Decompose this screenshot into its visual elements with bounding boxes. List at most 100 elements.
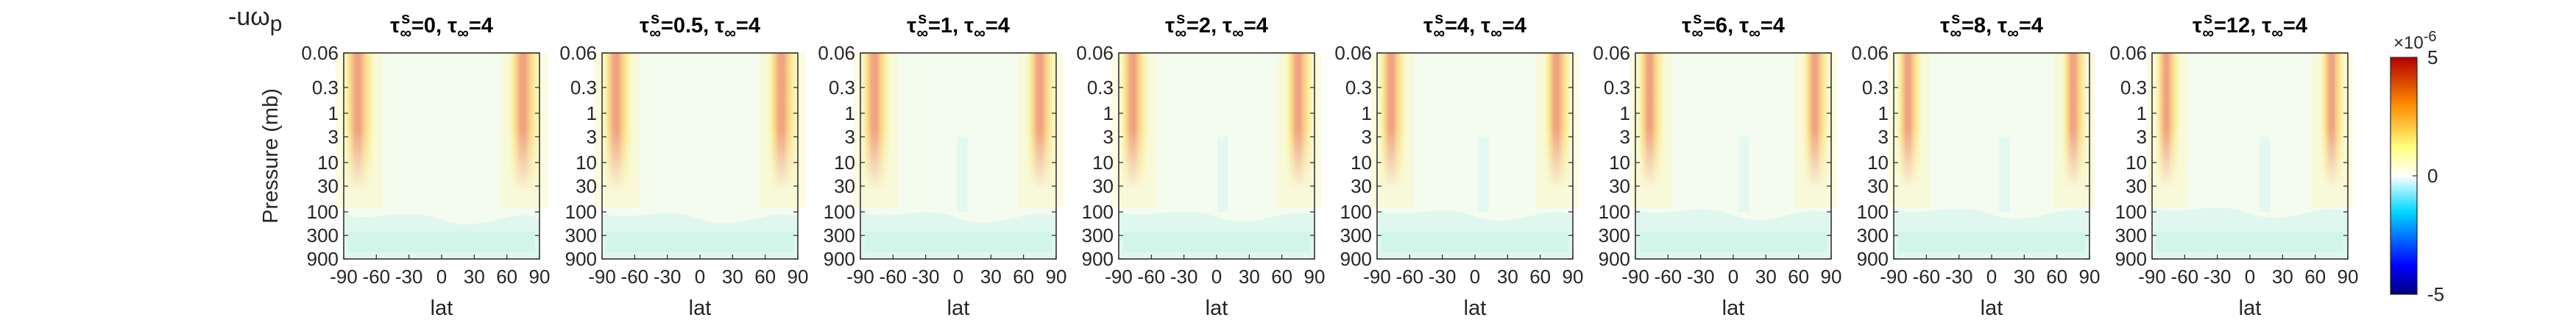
jet-south-halo — [1888, 53, 1930, 207]
x-tick-label: 30 — [980, 266, 1002, 288]
x-tick-label: 0 — [953, 266, 963, 288]
y-tick-label: 0.06 — [1076, 42, 1114, 64]
y-tick-label: 0.3 — [2120, 77, 2147, 99]
x-tick-label: -30 — [1687, 266, 1715, 288]
x-axis-label: lat — [431, 296, 453, 320]
negative-core — [865, 231, 1052, 252]
x-tick-label: -60 — [621, 266, 649, 288]
y-tick-label: 0.06 — [1334, 42, 1372, 64]
x-axis-label: lat — [1206, 296, 1228, 320]
y-tick-label: 3 — [328, 126, 339, 148]
y-tick-label: 30 — [1351, 175, 1372, 197]
y-tick-label: 3 — [845, 126, 855, 148]
x-tick-label: 60 — [2304, 266, 2326, 288]
jet-north-halo — [500, 53, 548, 207]
x-tick-label: -90 — [846, 266, 874, 288]
y-tick-label: 1 — [1620, 102, 1630, 124]
panel-title: τs ∞=4, τ∞=4 — [1423, 9, 1526, 42]
y-tick-label: 30 — [1609, 175, 1630, 197]
y-tick-label: 1 — [1362, 102, 1372, 124]
x-tick-label: -90 — [588, 266, 616, 288]
negative-core — [1381, 231, 1568, 252]
y-tick-label: 900 — [824, 248, 855, 270]
x-tick-label: 30 — [1497, 266, 1518, 288]
y-tick-label: 900 — [2115, 248, 2147, 270]
y-tick-label: 10 — [834, 152, 855, 174]
x-tick-label: -30 — [1945, 266, 1973, 288]
y-tick-label: 3 — [1103, 126, 1114, 148]
y-tick-label: 3 — [587, 126, 597, 148]
x-tick-label: 90 — [1304, 266, 1326, 288]
negative-wisp — [957, 136, 968, 213]
x-tick-label: 30 — [2014, 266, 2035, 288]
x-tick-label: -30 — [654, 266, 682, 288]
y-tick-label: 900 — [1857, 248, 1889, 270]
y-tick-label: 0.3 — [829, 77, 855, 99]
panel-title: τs ∞=2, τ∞=4 — [1165, 9, 1268, 42]
x-tick-label: -60 — [363, 266, 391, 288]
y-tick-label: 0.06 — [1593, 42, 1630, 64]
y-tick-label: 300 — [1082, 224, 1114, 246]
x-tick-label: 90 — [1821, 266, 1842, 288]
x-tick-label: 0 — [695, 266, 705, 288]
y-tick-label: 1 — [587, 102, 597, 124]
negative-core — [606, 231, 793, 252]
jet-south-halo — [335, 53, 383, 207]
y-tick-label: 0.06 — [1851, 42, 1889, 64]
y-tick-label: 30 — [1092, 175, 1114, 197]
y-tick-label: 1 — [2137, 102, 2147, 124]
y-tick-label: 0.06 — [301, 42, 339, 64]
x-axis-label: lat — [947, 296, 970, 320]
negative-core — [348, 231, 535, 252]
y-tick-label: 300 — [565, 224, 597, 246]
jet-south-halo — [594, 53, 641, 207]
y-tick-label: 0.06 — [559, 42, 597, 64]
y-tick-label: 300 — [1340, 224, 1372, 246]
y-tick-label: 0.06 — [818, 42, 855, 64]
x-tick-label: -30 — [2204, 266, 2232, 288]
y-tick-label: 900 — [565, 248, 597, 270]
jet-north-halo — [2053, 53, 2095, 207]
y-tick-label: 100 — [565, 201, 597, 223]
colorbar-tick-label: 5 — [2427, 46, 2438, 68]
colorbar-tick-label: 0 — [2427, 165, 2438, 187]
x-tick-label: 0 — [1728, 266, 1738, 288]
jet-north-halo — [2312, 53, 2353, 207]
negative-core — [1898, 231, 2085, 252]
x-tick-label: 60 — [1013, 266, 1034, 288]
x-tick-label: 60 — [1788, 266, 1809, 288]
y-tick-label: 1 — [1878, 102, 1889, 124]
x-tick-label: 0 — [436, 266, 447, 288]
x-tick-label: 60 — [754, 266, 776, 288]
negative-core — [1123, 231, 1310, 252]
x-tick-label: 90 — [1563, 266, 1584, 288]
x-tick-label: -30 — [1170, 266, 1198, 288]
panel-title: τs ∞=8, τ∞=4 — [1940, 9, 2043, 42]
x-tick-label: 0 — [1986, 266, 1997, 288]
colorbar-tick-label: -5 — [2427, 283, 2444, 305]
y-tick-label: 100 — [1082, 201, 1114, 223]
x-tick-label: 90 — [2079, 266, 2101, 288]
x-axis-label: lat — [1464, 296, 1487, 320]
jet-north-halo — [759, 53, 806, 207]
x-tick-label: 0 — [1211, 266, 1222, 288]
x-tick-label: 90 — [2338, 266, 2359, 288]
y-tick-label: 900 — [1599, 248, 1630, 270]
x-tick-label: -60 — [1913, 266, 1941, 288]
x-tick-label: 60 — [496, 266, 517, 288]
x-axis-label: lat — [1722, 296, 1745, 320]
y-tick-label: 30 — [1867, 175, 1889, 197]
negative-wisp — [2260, 136, 2271, 213]
x-axis-label: lat — [2239, 296, 2262, 320]
x-axis-label: lat — [689, 296, 712, 320]
y-tick-label: 10 — [576, 152, 597, 174]
negative-wisp — [1478, 136, 1489, 213]
x-tick-label: 30 — [2272, 266, 2293, 288]
panel-title: τs ∞=0, τ∞=4 — [390, 9, 493, 42]
